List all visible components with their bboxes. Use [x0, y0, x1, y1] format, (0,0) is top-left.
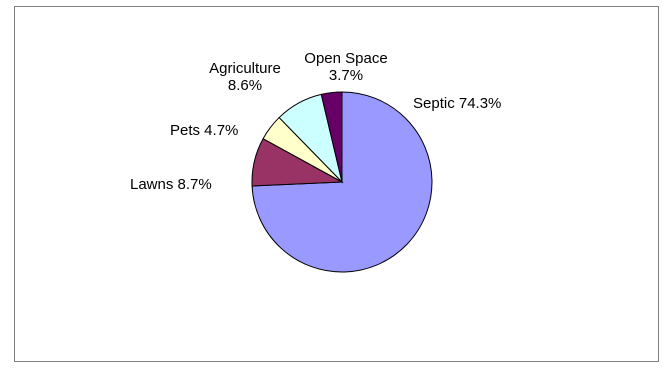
slice-label-line: 8.6%: [228, 77, 262, 94]
slice-label-line: Open Space: [304, 50, 387, 67]
slice-label-septic: Septic 74.3%: [413, 95, 501, 112]
slice-label-line: 3.7%: [329, 67, 363, 84]
chart-frame: Septic 74.3% Lawns 8.7% Pets 4.7% Agricultu…: [14, 6, 659, 362]
slice-label-lawns: Lawns 8.7%: [130, 176, 212, 193]
slice-label-open-space: Open Space 3.7%: [304, 50, 387, 84]
slice-label-line: Septic 74.3%: [413, 95, 501, 112]
slice-label-line: Pets 4.7%: [170, 122, 238, 139]
slice-label-pets: Pets 4.7%: [170, 122, 238, 139]
pie-chart: Septic 74.3% Lawns 8.7% Pets 4.7% Agricultu…: [130, 50, 501, 273]
slice-label-line: Agriculture: [209, 60, 281, 77]
pie-slices: [251, 91, 433, 273]
slice-label-agriculture: Agriculture 8.6%: [209, 60, 281, 94]
slice-label-line: Lawns 8.7%: [130, 176, 212, 193]
pie-slice-open-space: [320, 91, 343, 183]
pie-labels: Septic 74.3% Lawns 8.7% Pets 4.7% Agricultu…: [130, 50, 501, 193]
